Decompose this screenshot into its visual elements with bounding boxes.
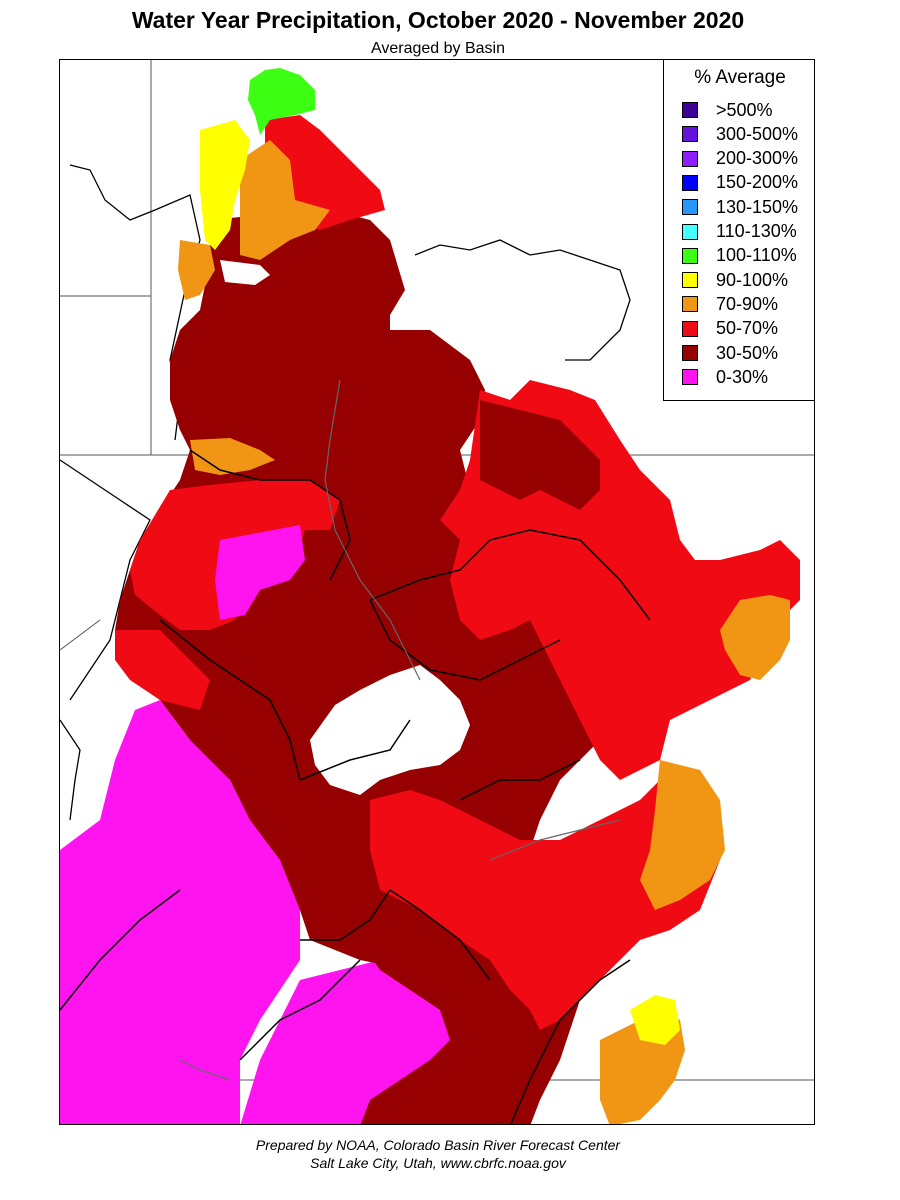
legend-item: 70-90% [682, 294, 778, 314]
region-70-90-north [240, 140, 330, 260]
legend-label: 130-150% [716, 196, 799, 217]
legend-swatch [682, 102, 698, 118]
region-no-data-central [310, 665, 470, 795]
legend-swatch [682, 320, 698, 337]
legend-label: 0-30% [716, 366, 769, 387]
region-0-30-west-inner [215, 525, 305, 620]
region-30-50-south [360, 890, 580, 1124]
legend-label: 110-130% [716, 221, 797, 241]
legend-label: 300-500% [716, 123, 799, 144]
legend-swatch [682, 369, 698, 386]
map-title: Water Year Precipitation, October 2020 -… [131, 7, 745, 33]
legend-label: >500% [716, 99, 773, 120]
legend-swatch [682, 272, 698, 289]
region-70-90-east [720, 595, 790, 680]
legend-swatch [682, 150, 698, 167]
legend-swatch [682, 296, 698, 313]
region-100-110-north [248, 68, 315, 135]
region-0-30-southwest [60, 700, 300, 1124]
legend-item: 100-110% [682, 245, 797, 266]
region-90-100-southeast [630, 995, 680, 1045]
region-70-90-west [190, 438, 275, 475]
basin-outlines [60, 449, 651, 1124]
legend-label: 70-90% [716, 293, 779, 314]
legend-swatch [682, 223, 698, 240]
region-50-70-southeast [370, 780, 720, 1124]
map-subtitle: Averaged by Basin [370, 40, 505, 57]
credit-line-2: Salt Lake City, Utah, www.cbrfc.noaa.gov [310, 1155, 566, 1171]
legend-label: 30-50% [716, 342, 779, 363]
legend-item: 90-100% [682, 270, 788, 290]
legend-label: 50-70% [716, 318, 779, 339]
legend-item: 150-200% [682, 172, 799, 193]
region-90-100-north [200, 120, 250, 250]
basin-map-svg [60, 60, 814, 1124]
region-30-50-east-inner [480, 400, 600, 510]
legend-item: 110-130% [682, 221, 797, 242]
legend-item: 300-500% [682, 124, 798, 144]
legend-item: 200-300% [682, 148, 799, 169]
legend-box: % Average >500% 300-500% 200-300% 150-200% 1… [663, 59, 815, 401]
credit-line-1: Prepared by NOAA, Colorado Basin River F… [255, 1137, 621, 1153]
legend-title: % Average [694, 67, 786, 88]
region-50-70-west-lower [115, 630, 210, 710]
region-30-50-central [115, 200, 630, 980]
region-70-90-northwest-edge [178, 240, 215, 300]
region-70-90-southeast [640, 760, 725, 910]
legend-swatch [682, 247, 698, 264]
legend-item: 50-70% [682, 318, 779, 339]
legend-label: 100-110% [716, 245, 797, 266]
legend-swatch [682, 126, 698, 143]
legend-item: 0-30% [682, 367, 768, 387]
legend-label: 90-100% [716, 269, 789, 290]
legend-swatch [682, 199, 698, 216]
legend-item: >500% [682, 100, 773, 120]
legend-swatch [682, 174, 698, 191]
legend-swatch [682, 345, 698, 361]
river-lines [179, 379, 621, 1081]
legend-label: 200-300% [716, 148, 799, 169]
legend-item: 130-150% [682, 197, 798, 217]
region-no-data-north [220, 260, 270, 285]
legend-item: 30-50% [682, 343, 778, 363]
legend-label: 150-200% [716, 172, 799, 193]
